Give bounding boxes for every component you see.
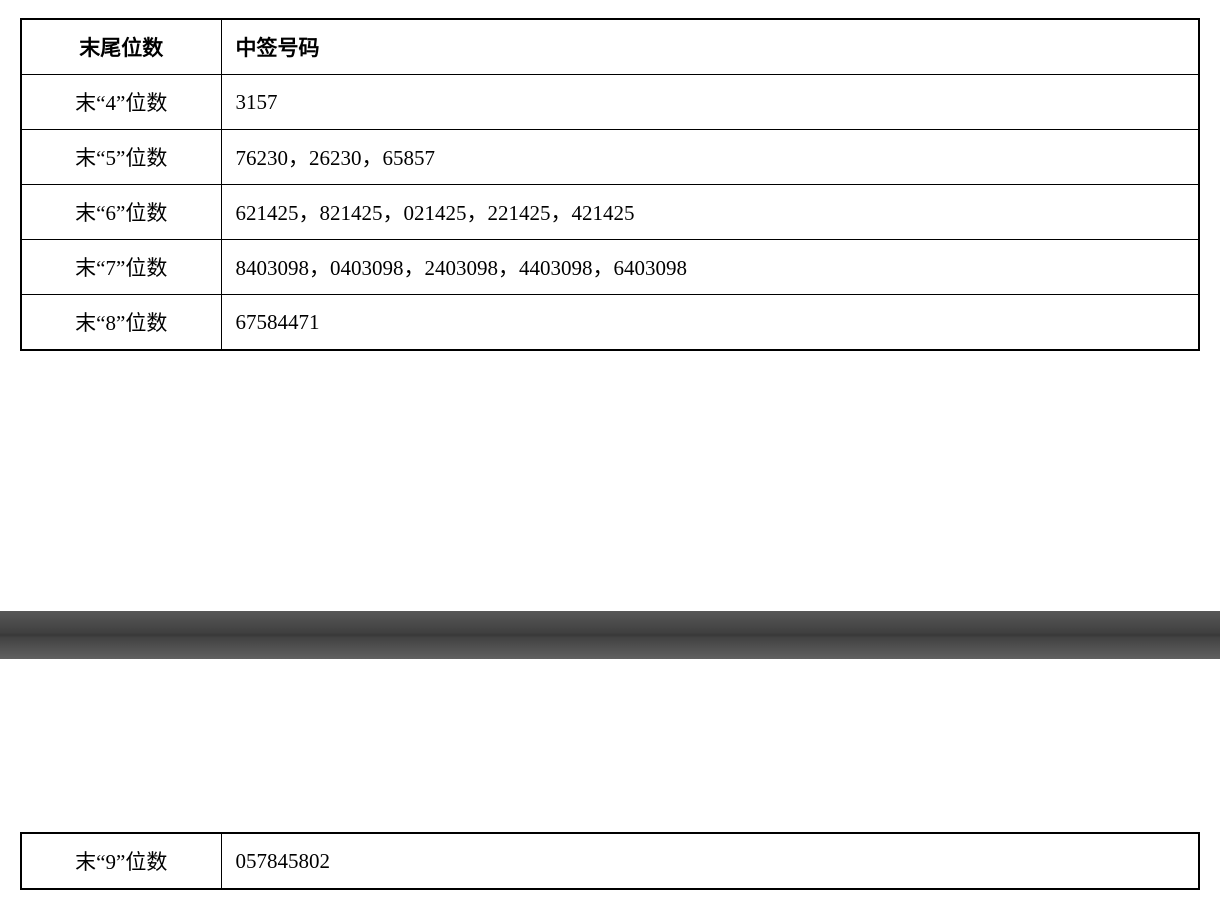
row-label: 末“4”位数	[21, 75, 221, 130]
row-label: 末“5”位数	[21, 130, 221, 185]
table-row: 末“8”位数 67584471	[21, 295, 1199, 351]
row-label: 末“6”位数	[21, 185, 221, 240]
row-label: 末“9”位数	[21, 833, 221, 889]
table-header-row: 末尾位数 中签号码	[21, 19, 1199, 75]
header-digits: 末尾位数	[21, 19, 221, 75]
header-numbers: 中签号码	[221, 19, 1199, 75]
table-row: 末“6”位数 621425，821425，021425，221425，42142…	[21, 185, 1199, 240]
row-value: 057845802	[221, 833, 1199, 889]
row-value: 76230，26230，65857	[221, 130, 1199, 185]
page-divider-bar	[0, 611, 1220, 659]
table-row: 末“7”位数 8403098，0403098，2403098，4403098，6…	[21, 240, 1199, 295]
lottery-table-continuation: 末“9”位数 057845802	[20, 832, 1200, 890]
row-label: 末“7”位数	[21, 240, 221, 295]
table-row: 末“5”位数 76230，26230，65857	[21, 130, 1199, 185]
table-row: 末“9”位数 057845802	[21, 833, 1199, 889]
lottery-table-bottom: 末“9”位数 057845802	[20, 832, 1200, 890]
lottery-table: 末尾位数 中签号码 末“4”位数 3157 末“5”位数 76230，26230…	[20, 18, 1200, 351]
row-value: 3157	[221, 75, 1199, 130]
row-label: 末“8”位数	[21, 295, 221, 351]
row-value: 67584471	[221, 295, 1199, 351]
row-value: 621425，821425，021425，221425，421425	[221, 185, 1199, 240]
row-value: 8403098，0403098，2403098，4403098，6403098	[221, 240, 1199, 295]
table-row: 末“4”位数 3157	[21, 75, 1199, 130]
lottery-table-top: 末尾位数 中签号码 末“4”位数 3157 末“5”位数 76230，26230…	[20, 18, 1200, 351]
